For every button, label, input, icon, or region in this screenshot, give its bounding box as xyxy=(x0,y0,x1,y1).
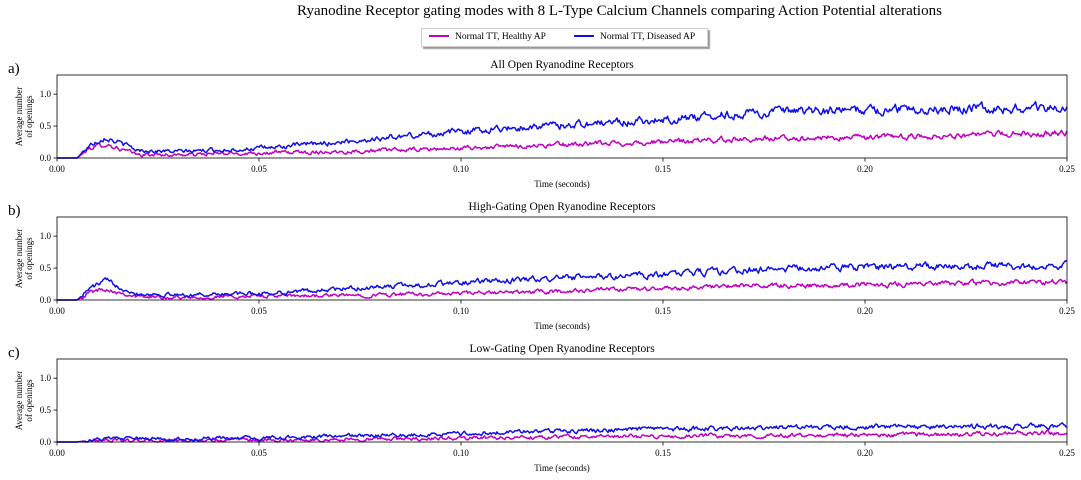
x-tick-label: 0.10 xyxy=(453,164,469,174)
x-tick-label: 0.10 xyxy=(453,306,469,316)
legend-label-healthy: Normal TT, Healthy AP xyxy=(455,32,546,42)
series-line-healthy xyxy=(57,278,1068,301)
panel-title: Low-Gating Open Ryanodine Receptors xyxy=(469,343,655,355)
legend-label-diseased: Normal TT, Diseased AP xyxy=(600,32,696,42)
series-line-healthy xyxy=(57,429,1068,443)
x-tick-label: 0.20 xyxy=(857,164,873,174)
y-axis-label: Average numberof openings xyxy=(14,87,34,147)
x-tick-label: 0.05 xyxy=(251,164,267,174)
y-axis-label: Average numberof openings xyxy=(14,371,34,431)
x-tick-label: 0.00 xyxy=(49,306,65,316)
y-axis-label: Average numberof openings xyxy=(14,229,34,289)
x-axis-label: Time (seconds) xyxy=(534,179,589,189)
x-tick-label: 0.20 xyxy=(857,306,873,316)
series-line-diseased xyxy=(57,259,1068,301)
panel-label: a) xyxy=(8,61,20,77)
panel-title: High-Gating Open Ryanodine Receptors xyxy=(468,201,656,213)
panel-label: c) xyxy=(8,345,20,361)
y-tick-label: 0.5 xyxy=(40,121,52,131)
x-tick-label: 0.15 xyxy=(655,448,671,458)
legend-swatch-diseased xyxy=(574,34,594,37)
legend-swatch-healthy xyxy=(429,34,449,37)
panel-1: a) All Open Ryanodine Receptors 0.0 0.5 1.0 0… xyxy=(8,59,1075,189)
x-tick-label: 0.25 xyxy=(1059,306,1075,316)
y-tick-label: 0.0 xyxy=(40,153,52,163)
panel-label: b) xyxy=(8,203,21,219)
legend: Normal TT, Healthy AP Normal TT, Disease… xyxy=(421,28,708,47)
x-tick-label: 0.20 xyxy=(857,448,873,458)
y-tick-label: 1.0 xyxy=(40,373,52,383)
figure-title: Ryanodine Receptor gating modes with 8 L… xyxy=(297,3,942,19)
x-axis-label: Time (seconds) xyxy=(534,321,589,331)
x-tick-label: 0.15 xyxy=(655,306,671,316)
x-tick-label: 0.05 xyxy=(251,306,267,316)
x-tick-label: 0.00 xyxy=(49,164,65,174)
x-tick-label: 0.25 xyxy=(1059,448,1075,458)
series-line-diseased xyxy=(57,100,1068,159)
y-tick-label: 1.0 xyxy=(40,89,52,99)
x-tick-label: 0.10 xyxy=(453,448,469,458)
plot-frame xyxy=(56,358,1068,443)
y-axis-label-line: Average number xyxy=(14,229,24,289)
x-tick-label: 0.05 xyxy=(251,448,267,458)
y-axis-label-line: Average number xyxy=(14,371,24,431)
legend-item-healthy: Normal TT, Healthy AP xyxy=(429,32,546,42)
y-tick-label: 0.0 xyxy=(40,437,52,447)
legend-item-diseased: Normal TT, Diseased AP xyxy=(574,32,695,42)
panel-3: c) Low-Gating Open Ryanodine Receptors 0.0… xyxy=(8,343,1075,473)
y-tick-label: 0.0 xyxy=(40,295,52,305)
x-tick-label: 0.00 xyxy=(49,448,65,458)
plot-frame xyxy=(56,216,1068,301)
y-axis-label-line: of openings xyxy=(24,237,34,280)
panel-2: b) High-Gating Open Ryanodine Receptors 0.… xyxy=(8,201,1075,331)
x-axis-label: Time (seconds) xyxy=(534,463,589,473)
panel-title: All Open Ryanodine Receptors xyxy=(490,59,634,71)
x-tick-label: 0.15 xyxy=(655,164,671,174)
y-axis-label-line: Average number xyxy=(14,87,24,147)
series-line-healthy xyxy=(57,129,1068,159)
y-axis-label-line: of openings xyxy=(24,95,34,138)
y-axis-label-line: of openings xyxy=(24,379,34,422)
plot-frame xyxy=(56,74,1068,159)
y-tick-label: 0.5 xyxy=(40,263,52,273)
series-line-diseased xyxy=(57,422,1068,443)
y-tick-label: 1.0 xyxy=(40,231,52,241)
x-tick-label: 0.25 xyxy=(1059,164,1075,174)
y-tick-label: 0.5 xyxy=(40,405,52,415)
